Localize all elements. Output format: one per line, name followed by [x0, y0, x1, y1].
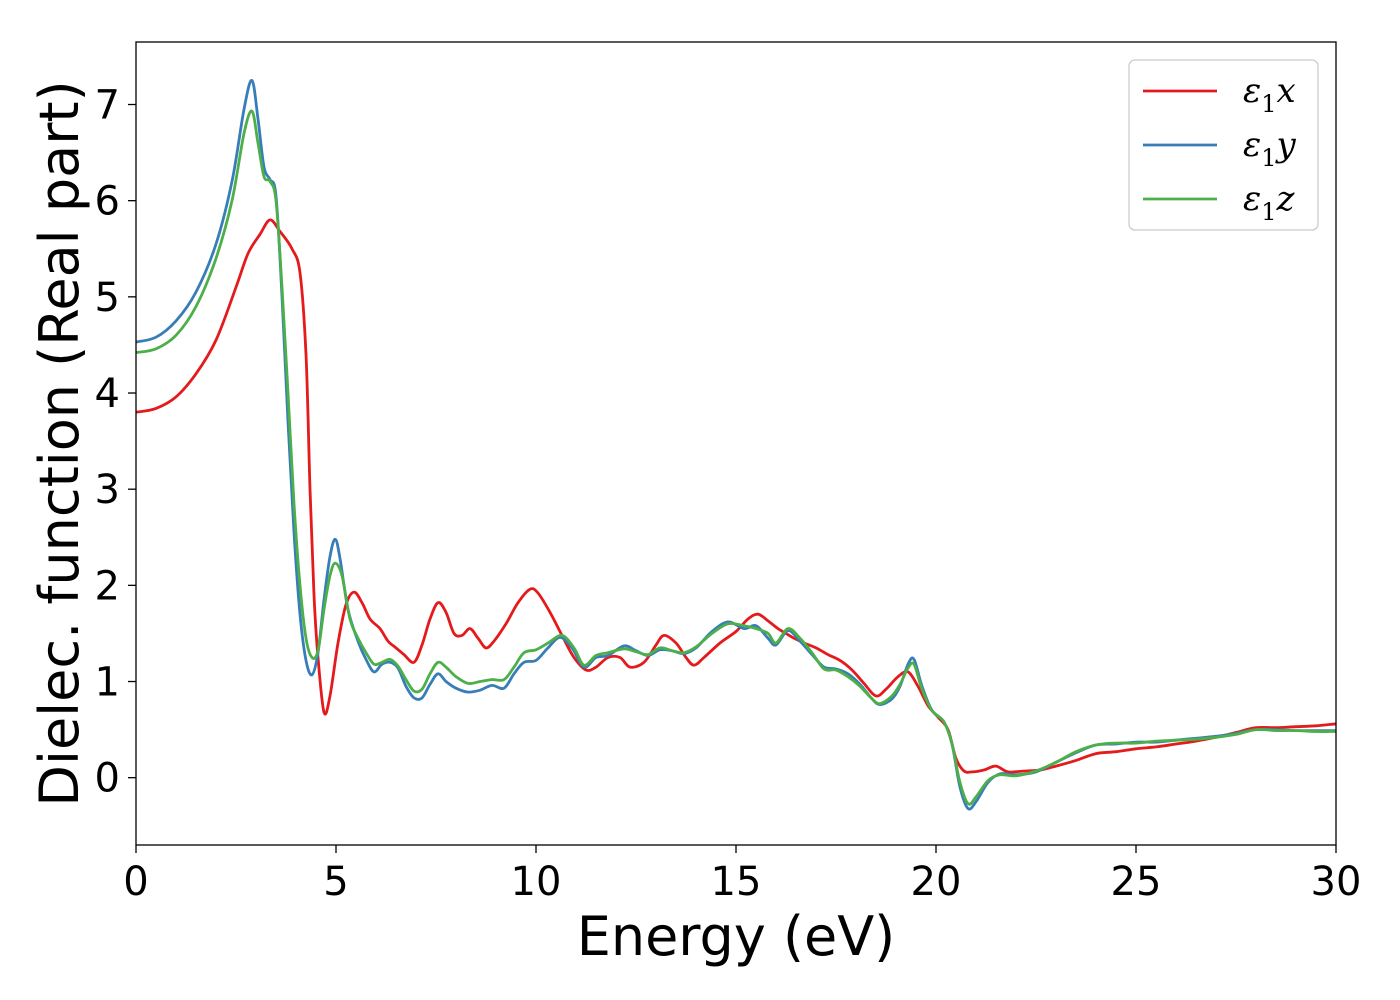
legend-label-1: ε1x	[1243, 71, 1296, 118]
series-layer	[136, 79, 1336, 811]
legend-box	[1128, 59, 1319, 231]
y-tick-label: 7	[95, 83, 120, 129]
x-tick-label: 5	[323, 859, 348, 905]
y-tick-label: 0	[95, 756, 120, 802]
y-tick-label: 3	[95, 467, 120, 513]
x-tick-label: 0	[123, 859, 148, 905]
x-tick-label: 25	[1111, 859, 1162, 905]
x-tick-label: 30	[1311, 859, 1362, 905]
y-tick-label: 6	[95, 179, 120, 225]
x-axis: 0 5 10 15 20 25 30	[123, 845, 1361, 905]
legend-label-3: ε1z	[1243, 179, 1296, 226]
y-tick-label: 1	[95, 660, 120, 706]
x-tick-label: 15	[711, 859, 762, 905]
y-axis: 0 1 2 3 4 5 6 7	[95, 83, 136, 802]
y-tick-label: 5	[95, 275, 120, 321]
y-axis-label: Dielec. function (Real part)	[28, 80, 91, 806]
x-axis-label: Energy (eV)	[577, 905, 896, 968]
series-line-3	[136, 109, 1336, 806]
y-tick-label: 2	[95, 563, 120, 609]
legend-label-2: ε1y	[1243, 125, 1297, 172]
x-tick-label: 20	[911, 859, 962, 905]
x-tick-label: 10	[511, 859, 562, 905]
y-tick-label: 4	[95, 371, 120, 417]
legend: ε1x ε1y ε1z	[1128, 59, 1319, 231]
series-line-1	[136, 218, 1336, 774]
